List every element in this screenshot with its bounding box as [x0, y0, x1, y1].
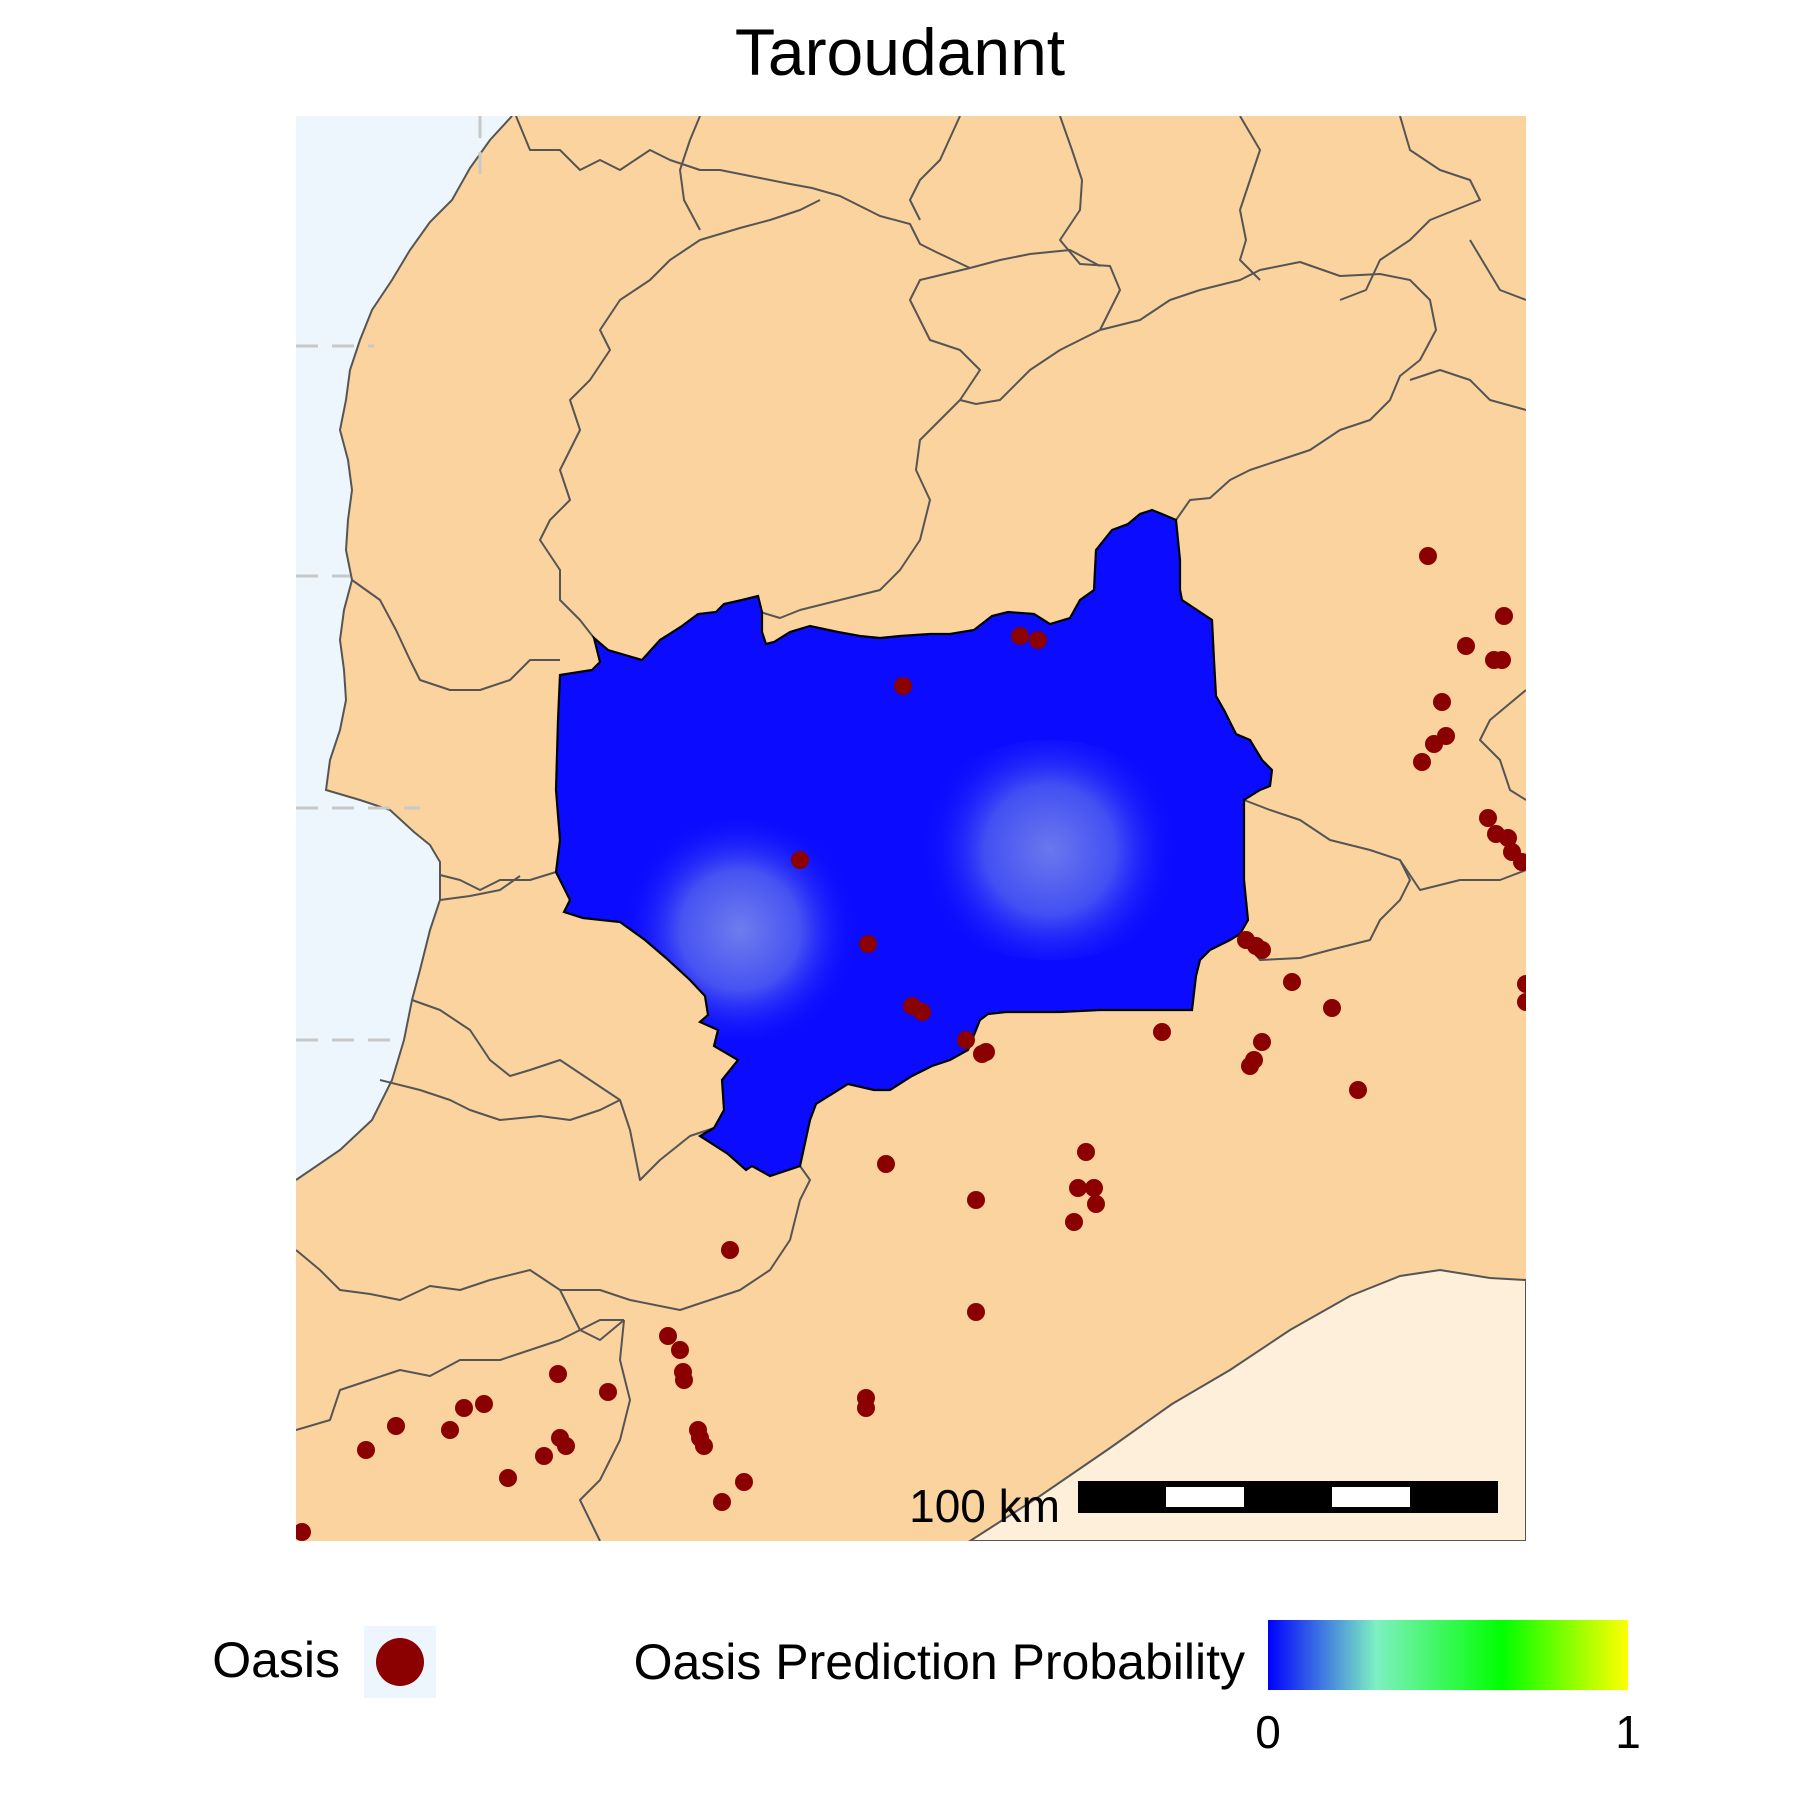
oasis-point: [1241, 1057, 1259, 1075]
oasis-point: [1493, 651, 1511, 669]
oasis-point: [455, 1399, 473, 1417]
admin-boundaries: [296, 116, 1526, 1541]
oasis-point: [1153, 1023, 1171, 1041]
legend-oasis-label: Oasis: [212, 1632, 340, 1688]
oasis-point: [1499, 829, 1517, 847]
ocean: [296, 116, 512, 1180]
oasis-point: [877, 1155, 895, 1173]
oasis-point: [599, 1383, 617, 1401]
oasis-point: [499, 1469, 517, 1487]
oasis-point: [1253, 941, 1271, 959]
oasis-point: [967, 1303, 985, 1321]
oasis-point: [735, 1473, 753, 1491]
oasis-point: [659, 1327, 677, 1345]
colorbar-max-label: 1: [1615, 1706, 1641, 1758]
oasis-point: [557, 1437, 575, 1455]
scale-bar: [1078, 1481, 1498, 1513]
oasis-point: [1283, 973, 1301, 991]
oasis-point: [671, 1341, 689, 1359]
oasis-point: [857, 1399, 875, 1417]
oasis-point: [1413, 753, 1431, 771]
oasis-point: [357, 1441, 375, 1459]
oasis-point: [1479, 809, 1497, 827]
oasis-point: [1517, 993, 1526, 1011]
oasis-point: [1433, 693, 1451, 711]
probability-colorbar: [1268, 1620, 1628, 1690]
oasis-points: [296, 547, 1526, 1541]
desert-region: [968, 1268, 1526, 1541]
oasis-point: [1513, 853, 1526, 871]
oasis-point: [894, 677, 912, 695]
oasis-point: [1085, 1179, 1103, 1197]
oasis-point: [967, 1191, 985, 1209]
graticule: [296, 116, 482, 1042]
oasis-point: [1087, 1195, 1105, 1213]
oasis-point: [441, 1421, 459, 1439]
oasis-point: [1419, 547, 1437, 565]
oasis-point: [1517, 975, 1526, 993]
oasis-point: [721, 1241, 739, 1259]
oasis-point: [1457, 637, 1475, 655]
oasis-point: [1069, 1179, 1087, 1197]
legend-probability-label: Oasis Prediction Probability: [633, 1634, 1245, 1690]
oasis-point: [1425, 735, 1443, 753]
oasis-point: [296, 1523, 311, 1541]
oasis-point: [713, 1493, 731, 1511]
oasis-point: [1495, 607, 1513, 625]
oasis-point: [695, 1437, 713, 1455]
oasis-point: [1029, 631, 1047, 649]
oasis-point: [791, 851, 809, 869]
oasis-marker-icon: [376, 1638, 424, 1686]
oasis-point: [535, 1447, 553, 1465]
oasis-point: [675, 1371, 693, 1389]
oasis-point: [475, 1395, 493, 1413]
oasis-point: [1349, 1081, 1367, 1099]
oasis-point: [859, 935, 877, 953]
oasis-point: [1253, 1033, 1271, 1051]
oasis-point: [549, 1365, 567, 1383]
oasis-point: [387, 1417, 405, 1435]
coastline: [296, 116, 513, 1181]
legend-oasis-key: [364, 1626, 436, 1698]
colorbar-min-label: 0: [1255, 1706, 1281, 1758]
scale-bar-label: 100 km: [909, 1480, 1060, 1532]
oasis-point: [1077, 1143, 1095, 1161]
oasis-point: [977, 1043, 995, 1061]
oasis-point: [1065, 1213, 1083, 1231]
target-region-outline: [554, 508, 1274, 1178]
map-title: Taroudannt: [734, 15, 1066, 89]
oasis-point: [1323, 999, 1341, 1017]
oasis-point: [1011, 627, 1029, 645]
oasis-point: [913, 1003, 931, 1021]
oasis-point: [957, 1031, 975, 1049]
